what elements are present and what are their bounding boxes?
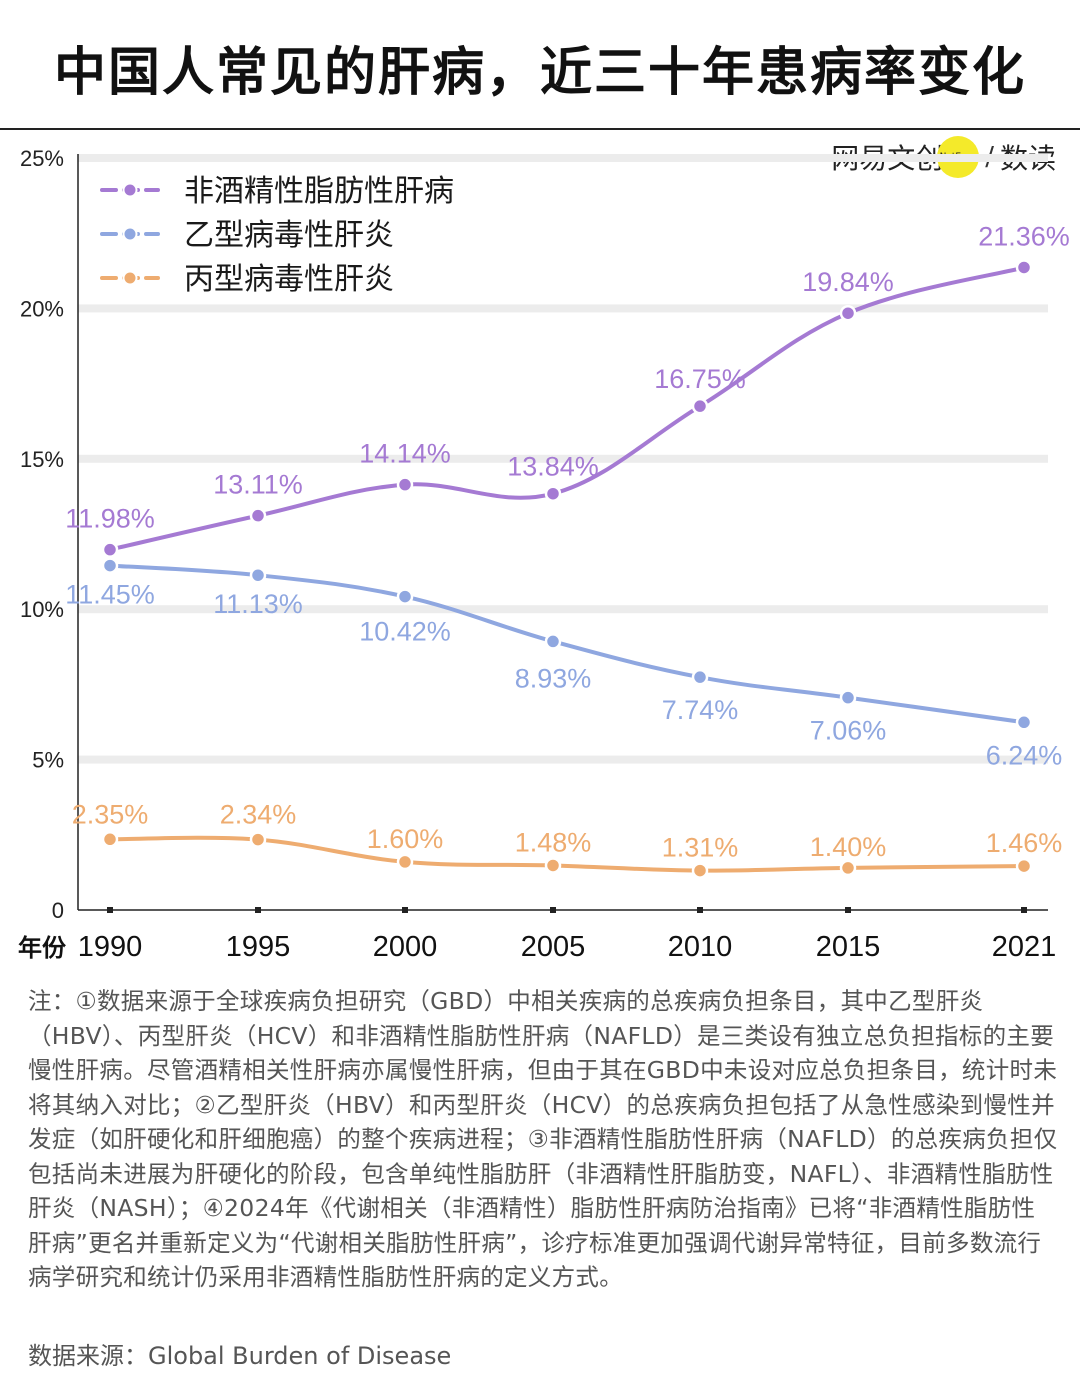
y-tick-label: 25%	[20, 146, 64, 171]
data-point-nafld	[396, 476, 414, 493]
data-point-hbv	[544, 633, 562, 650]
data-point-hcv	[1015, 857, 1033, 875]
legend-swatch-dot	[122, 182, 138, 198]
legend-swatch-dot	[122, 226, 138, 242]
data-label-hcv: 1.60%	[367, 824, 444, 854]
data-point-nafld	[101, 541, 119, 558]
x-axis-label: 年份	[18, 934, 67, 962]
data-label-nafld: 19.84%	[802, 267, 894, 297]
data-point-hcv	[249, 831, 267, 848]
y-tick-label: 15%	[20, 447, 64, 472]
data-label-nafld: 21.36%	[978, 221, 1070, 251]
data-label-nafld: 13.84%	[507, 452, 599, 482]
data-label-hcv: 1.31%	[662, 833, 739, 863]
title-divider	[0, 128, 1080, 130]
data-point-hcv	[544, 857, 562, 874]
y-tick-label: 20%	[20, 296, 64, 321]
data-point-hcv	[839, 859, 857, 877]
data-label-hcv: 1.40%	[810, 832, 887, 862]
data-label-hcv: 2.35%	[72, 799, 149, 829]
x-tick-label: 1995	[226, 931, 291, 963]
x-tick-label: 1990	[78, 931, 143, 963]
x-tick-mark	[697, 907, 703, 913]
x-tick-label: 2015	[816, 931, 881, 963]
y-tick-label: 0	[52, 898, 64, 923]
x-tick-mark	[107, 907, 113, 913]
data-point-hbv	[839, 689, 857, 706]
data-point-hcv	[396, 853, 414, 871]
data-source: 数据来源：Global Burden of Disease	[28, 1342, 452, 1370]
data-label-nafld: 13.11%	[213, 470, 303, 500]
data-point-hcv	[101, 831, 119, 848]
gridline	[78, 605, 1048, 614]
legend-label: 非酒精性脂肪性肝病	[184, 174, 454, 209]
y-tick-label: 5%	[32, 748, 64, 773]
data-point-hbv	[101, 557, 119, 574]
data-label-hbv: 7.74%	[662, 695, 739, 725]
data-label-hbv: 8.93%	[515, 663, 592, 693]
gridline	[78, 755, 1048, 764]
data-point-hbv	[691, 668, 709, 686]
x-tick-label: 2010	[668, 931, 733, 963]
data-point-nafld	[839, 304, 857, 322]
data-label-hbv: 7.06%	[810, 716, 887, 746]
y-tick-label: 10%	[20, 597, 64, 622]
x-tick-mark	[1021, 907, 1027, 913]
data-point-hcv	[691, 862, 709, 879]
data-point-nafld	[249, 507, 267, 524]
x-tick-mark	[255, 907, 261, 913]
line-chart: 0 5% 10% 15% 20% 25% 1990 1995 2000 2005 2010 2015 2…	[18, 146, 1070, 963]
page-title: 中国人常见的肝病，近三十年患病率变化	[53, 43, 1026, 103]
legend-label: 丙型病毒性肝炎	[184, 262, 394, 297]
x-tick-label: 2000	[373, 931, 438, 963]
data-label-hbv: 11.45%	[65, 580, 155, 610]
data-point-hbv	[396, 588, 414, 605]
x-tick-mark	[550, 907, 556, 913]
data-point-nafld	[1015, 259, 1033, 276]
x-tick-mark	[845, 907, 851, 913]
legend-swatch-dot	[122, 270, 138, 286]
data-point-hbv	[249, 566, 267, 584]
data-label-hbv: 10.42%	[359, 617, 451, 647]
data-point-hbv	[1015, 714, 1033, 731]
data-label-nafld: 11.98%	[65, 504, 155, 534]
legend-label: 乙型病毒性肝炎	[184, 218, 394, 253]
data-label-nafld: 14.14%	[359, 439, 451, 469]
data-label-hcv: 1.46%	[986, 828, 1063, 858]
x-tick-label: 2005	[521, 931, 586, 963]
data-point-nafld	[544, 485, 562, 502]
x-tick-label: 2021	[992, 931, 1057, 963]
data-point-nafld	[691, 397, 709, 415]
data-label-hbv: 6.24%	[986, 740, 1063, 770]
data-label-hbv: 11.13%	[213, 589, 303, 619]
x-tick-mark	[402, 907, 408, 913]
gridline	[78, 454, 1048, 463]
data-label-hcv: 1.48%	[515, 827, 592, 857]
chart-notes: 注：①数据来源于全球疾病负担研究（GBD）中相关疾病的总疾病负担条目，其中乙型肝…	[28, 987, 1058, 1291]
gridline	[78, 154, 1048, 162]
gridline	[78, 304, 1048, 313]
data-label-hcv: 2.34%	[220, 800, 297, 830]
data-label-nafld: 16.75%	[654, 364, 746, 394]
